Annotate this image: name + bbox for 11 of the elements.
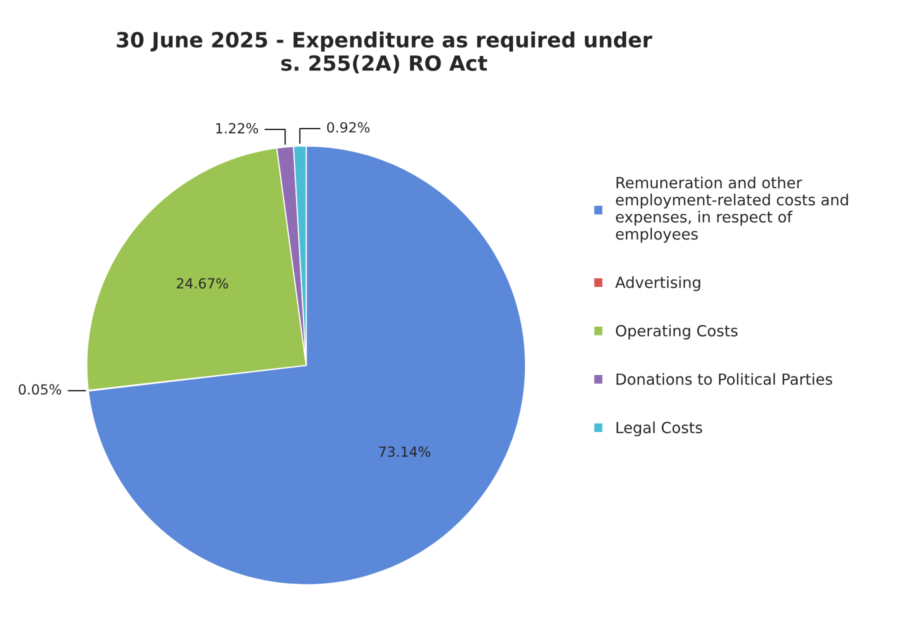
legend-label: Remuneration and other employment-related costs and expenses, in respect of employees	[616, 176, 848, 243]
data-label: 1.22%	[216, 123, 258, 134]
data-label: 0.05%	[18, 384, 62, 395]
data-label: 0.92%	[327, 122, 370, 133]
legend-label: Advertising	[615, 276, 700, 292]
legend-label: Legal Costs	[616, 421, 702, 436]
data-label: 73.14%	[379, 446, 430, 457]
chart-title: 30 June 2025 - Expenditure as required under s. 255(2A) RO Act	[116, 32, 652, 74]
legend-label: Operating Costs	[616, 324, 738, 340]
legend-label: Donations to Political Parties	[616, 373, 832, 385]
data-label: 24.67%	[176, 278, 228, 289]
